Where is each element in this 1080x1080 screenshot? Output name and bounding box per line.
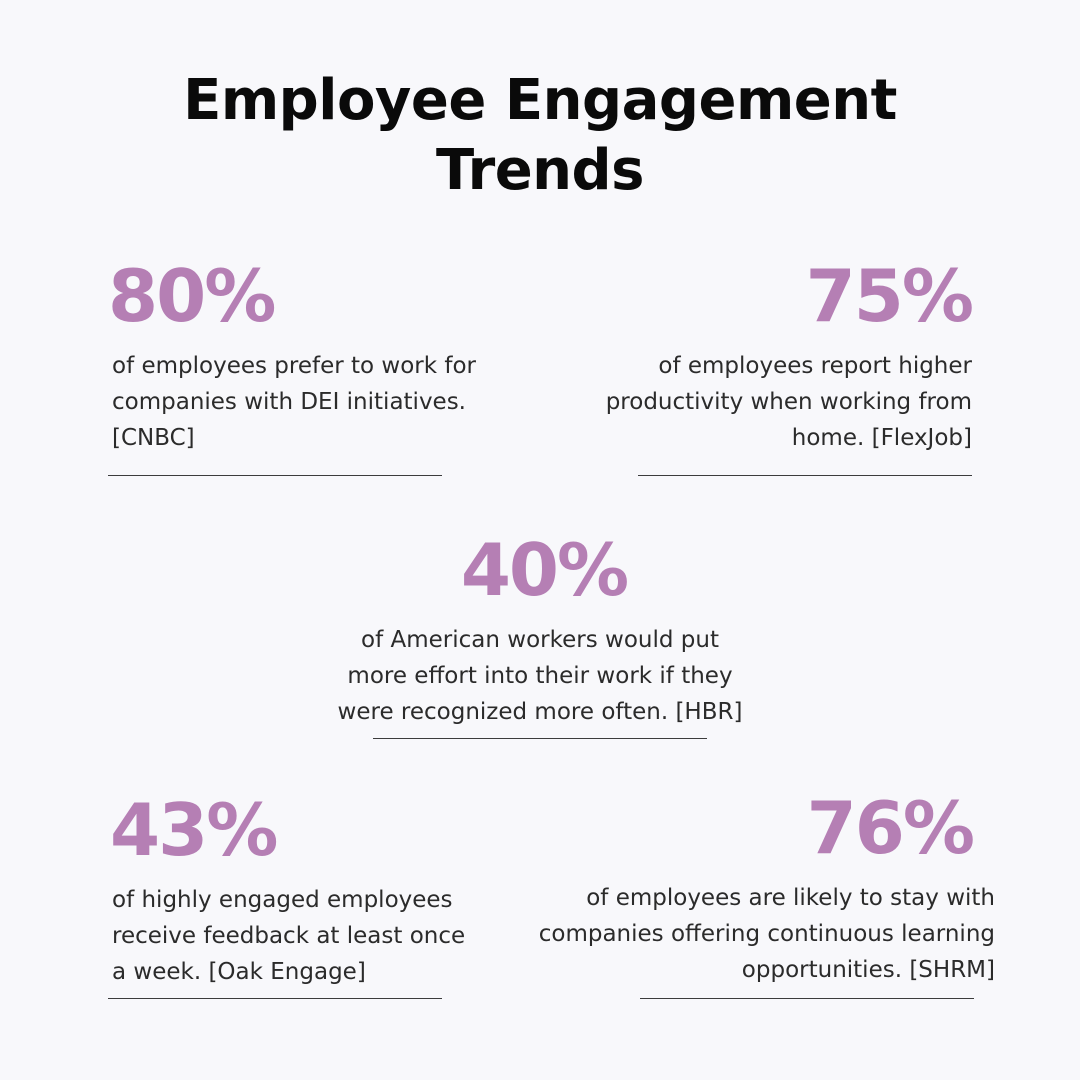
desc-line: companies offering continuous learning — [538, 921, 995, 947]
desc-line: companies with DEI initiatives. — [112, 389, 466, 415]
stat-value: 40% — [460, 528, 629, 612]
stat-value: 43% — [110, 788, 278, 872]
desc-line: [CNBC] — [112, 425, 195, 451]
stat-card-recognition: 40% of American workers would put more e… — [290, 530, 790, 730]
title-line-2: Trends — [436, 138, 644, 203]
desc-line: of American workers would put — [361, 627, 719, 653]
desc-line: opportunities. [SHRM] — [741, 957, 995, 983]
stat-description: of highly engaged employees receive feed… — [112, 882, 530, 990]
stat-card-feedback: 43% of highly engaged employees receive … — [110, 790, 530, 990]
stat-description: of employees prefer to work for companie… — [112, 348, 528, 456]
stat-card-learning-retention: 76% of employees are likely to stay with… — [495, 788, 995, 988]
title-line-1: Employee Engagement — [183, 68, 897, 133]
desc-line: home. [FlexJob] — [791, 425, 972, 451]
desc-line: a week. [Oak Engage] — [112, 959, 366, 985]
stat-value: 80% — [108, 254, 276, 338]
desc-line: of highly engaged employees — [112, 887, 453, 913]
stat-value: 75% — [805, 254, 974, 338]
desc-line: receive feedback at least once — [112, 923, 466, 949]
divider — [640, 998, 974, 999]
divider — [108, 475, 442, 476]
desc-line: more effort into their work if they — [347, 663, 733, 689]
divider — [373, 738, 707, 739]
desc-line: of employees prefer to work for — [112, 353, 477, 379]
desc-line: of employees report higher — [658, 353, 972, 379]
desc-line: were recognized more often. [HBR] — [337, 699, 743, 725]
stat-description: of employees are likely to stay with com… — [495, 880, 995, 988]
stat-card-remote-productivity: 75% of employees report higher productiv… — [532, 254, 974, 456]
stat-value: 76% — [806, 786, 975, 870]
stat-description: of employees report higher productivity … — [532, 348, 972, 456]
stat-card-dei: 80% of employees prefer to work for comp… — [108, 256, 528, 456]
divider — [108, 998, 442, 999]
stat-description: of American workers would put more effor… — [290, 622, 790, 730]
divider — [638, 475, 972, 476]
page-title: Employee Engagement Trends — [0, 66, 1080, 206]
desc-line: productivity when working from — [605, 389, 972, 415]
desc-line: of employees are likely to stay with — [586, 885, 995, 911]
